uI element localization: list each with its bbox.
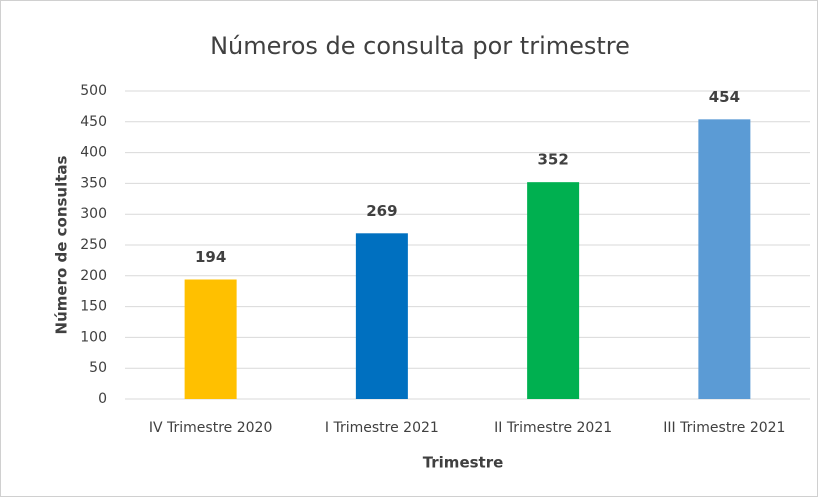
x-tick-label: II Trimestre 2021 xyxy=(494,420,612,436)
y-tick-label: 250 xyxy=(80,237,107,253)
y-tick-label: 150 xyxy=(80,299,107,315)
y-tick-label: 500 xyxy=(80,83,107,99)
y-tick-label: 100 xyxy=(80,329,107,345)
bar xyxy=(698,119,751,399)
y-tick-label: 50 xyxy=(89,360,107,376)
data-label: 269 xyxy=(366,202,397,220)
y-tick-label: 400 xyxy=(80,145,107,161)
x-tick-label: IV Trimestre 2020 xyxy=(149,420,272,436)
y-tick-label: 450 xyxy=(80,114,107,130)
bar xyxy=(355,233,408,399)
y-tick-label: 0 xyxy=(98,391,107,407)
bar xyxy=(184,279,237,399)
bar xyxy=(527,182,580,399)
data-label: 194 xyxy=(195,248,226,266)
y-tick-label: 200 xyxy=(80,268,107,284)
x-tick-label: I Trimestre 2021 xyxy=(325,420,439,436)
x-tick-label: III Trimestre 2021 xyxy=(663,420,785,436)
y-tick-label: 350 xyxy=(80,175,107,191)
data-label: 352 xyxy=(537,151,568,169)
data-label: 454 xyxy=(709,88,740,106)
x-axis-label: Trimestre xyxy=(423,454,504,472)
y-axis-label: Número de consultas xyxy=(53,155,71,334)
y-tick-label: 300 xyxy=(80,206,107,222)
chart-title: Números de consulta por trimestre xyxy=(210,32,630,60)
